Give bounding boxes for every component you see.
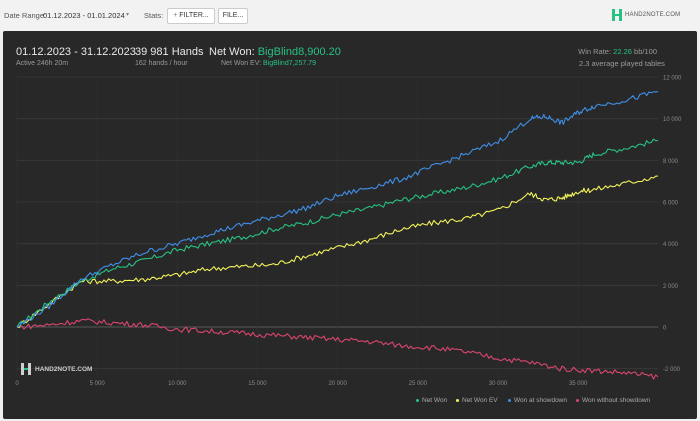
brand-name: HAND2NOTE.COM bbox=[625, 12, 681, 18]
x-tick-label: 15 000 bbox=[248, 381, 267, 387]
legend-net-won-ev-marker bbox=[456, 398, 459, 402]
x-tick-label: 30 000 bbox=[489, 381, 508, 387]
series-line-won-at-showdown bbox=[16, 91, 659, 328]
chevron-down-icon[interactable]: ▾ bbox=[126, 12, 130, 18]
legend-won-without-showdown-label: Won without showdown bbox=[582, 397, 651, 404]
x-tick-label: 35 000 bbox=[569, 381, 588, 387]
y-tick-label: 6 000 bbox=[663, 201, 679, 207]
legend-won-without-showdown[interactable]: Won without showdown bbox=[576, 397, 650, 404]
net-won-label: Net Won: bbox=[209, 46, 255, 58]
net-won-ev: Net Won EV: BigBlind7,257.79 bbox=[221, 60, 316, 67]
results-chart[interactable]: 12 000 10 000 8 000 6 000 4 000 2 000 0 -2 000 0… bbox=[3, 31, 697, 419]
series-line-net-won bbox=[16, 138, 659, 328]
x-tick-label: 5 000 bbox=[90, 381, 106, 387]
x-tick-label: 25 000 bbox=[409, 381, 428, 387]
y-tick-label: 8 000 bbox=[663, 159, 679, 165]
y-tick-label: 4 000 bbox=[663, 242, 679, 248]
legend-net-won[interactable]: Net Won bbox=[416, 397, 447, 404]
win-rate: Win Rate: 22.26 bb/100 bbox=[578, 47, 657, 56]
legend-won-without-showdown-marker bbox=[576, 398, 579, 402]
hands-count: 39 981 Hands bbox=[135, 46, 204, 58]
watermark-text: HAND2NOTE.COM bbox=[35, 366, 93, 373]
win-rate-label: Win Rate: bbox=[578, 47, 612, 56]
y-tick-label: -2 000 bbox=[663, 367, 681, 373]
hand2note-watermark-icon bbox=[21, 363, 31, 375]
legend-net-won-ev-label: Net Won EV bbox=[462, 397, 498, 404]
filter-button-label: FILTER... bbox=[179, 12, 209, 19]
toolbar: Date Range: 01.12.2023 - 01.01.2024 ▾ St… bbox=[0, 0, 700, 30]
x-tick-label: 10 000 bbox=[168, 381, 187, 387]
legend-won-at-showdown[interactable]: Won at showdown bbox=[508, 397, 567, 404]
win-rate-value: 22.26 bbox=[613, 47, 632, 56]
y-tick-label: 12 000 bbox=[663, 76, 682, 82]
net-won: Net Won: BigBlind8,900.20 bbox=[209, 46, 341, 58]
legend-net-won-label: Net Won bbox=[422, 397, 448, 404]
net-won-ev-label: Net Won EV: bbox=[221, 60, 262, 67]
x-tick-label: 20 000 bbox=[328, 381, 347, 387]
period-title: 01.12.2023 - 31.12.2023 bbox=[16, 46, 136, 58]
brand-logo[interactable]: HAND2NOTE.COM bbox=[612, 9, 686, 21]
net-won-value: BigBlind8,900.20 bbox=[257, 46, 341, 58]
hands-per-hour: 162 hands / hour bbox=[135, 60, 188, 67]
watermark-logo: HAND2NOTE.COM bbox=[21, 363, 101, 375]
file-button[interactable]: FILE... bbox=[218, 8, 248, 24]
hand2note-logo-icon bbox=[612, 9, 622, 21]
legend-won-at-showdown-marker bbox=[508, 398, 511, 402]
plus-icon: + bbox=[173, 12, 180, 19]
x-tick-label: 0 bbox=[15, 381, 19, 387]
y-tick-label: 10 000 bbox=[663, 117, 682, 123]
series-line-net-won-ev bbox=[16, 175, 659, 328]
legend-net-won-marker bbox=[416, 398, 419, 402]
legend-won-at-showdown-label: Won at showdown bbox=[514, 397, 567, 404]
y-tick-label: 0 bbox=[663, 326, 667, 332]
active-time: Active 246h 20m bbox=[16, 60, 69, 67]
y-tick-label: 2 000 bbox=[663, 284, 679, 290]
average-tables: 2.3 average played tables bbox=[579, 59, 665, 68]
graph-panel: 12 000 10 000 8 000 6 000 4 000 2 000 0 -2 000 0… bbox=[3, 31, 697, 419]
win-rate-unit: bb/100 bbox=[634, 47, 657, 56]
stats-label: Stats: bbox=[144, 11, 164, 20]
series-line-won-without-showdown bbox=[16, 318, 659, 380]
legend-net-won-ev[interactable]: Net Won EV bbox=[456, 397, 498, 404]
date-range-label: Date Range: bbox=[4, 11, 47, 20]
date-range-select[interactable]: 01.12.2023 - 01.01.2024 bbox=[43, 11, 125, 20]
net-won-ev-value: BigBlind7,257.79 bbox=[263, 60, 316, 67]
filter-button[interactable]: + FILTER... bbox=[167, 8, 215, 24]
